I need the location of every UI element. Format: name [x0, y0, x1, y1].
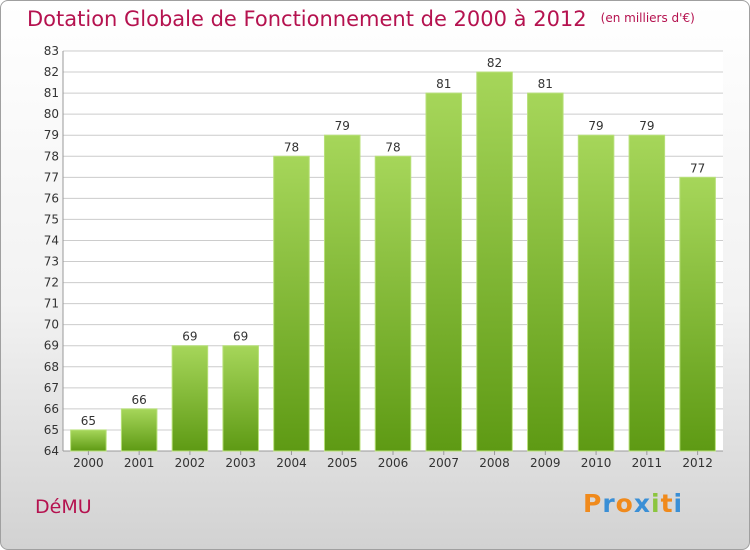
- logo-letter: t: [660, 489, 674, 518]
- logo-letter: P: [583, 489, 603, 518]
- bar: [628, 134, 666, 452]
- bar: [120, 408, 158, 452]
- y-tick-label: 67: [44, 381, 59, 395]
- x-tick-label: 2002: [175, 456, 206, 470]
- bar-value-label: 66: [132, 393, 147, 407]
- bar-value-label: 79: [639, 119, 654, 133]
- bar: [323, 134, 361, 452]
- y-tick-label: 76: [44, 191, 59, 205]
- bar-value-label: 77: [690, 161, 705, 175]
- y-tick-label: 79: [44, 128, 59, 142]
- x-tick-label: 2007: [428, 456, 459, 470]
- bar: [222, 345, 259, 452]
- x-tick-label: 2003: [225, 456, 256, 470]
- bar-value-label: 78: [284, 140, 299, 154]
- logo-letter: i: [651, 489, 661, 518]
- proxiti-logo: Proxiti: [583, 489, 683, 518]
- bar: [425, 92, 463, 452]
- bar-value-label: 69: [233, 330, 248, 344]
- y-tick-label: 83: [44, 44, 59, 58]
- y-tick-label: 78: [44, 149, 59, 163]
- y-tick-label: 73: [44, 255, 59, 269]
- bar: [273, 155, 310, 452]
- y-tick-label: 72: [44, 276, 59, 290]
- chart-unit: (en milliers d'€): [600, 11, 695, 25]
- bar-value-label: 81: [436, 77, 451, 91]
- bar: [527, 92, 564, 452]
- y-tick-label: 66: [44, 402, 59, 416]
- bar-value-label: 69: [182, 330, 197, 344]
- bar: [374, 155, 412, 452]
- y-tick-label: 64: [44, 444, 59, 458]
- commune-name: DéMU: [35, 496, 92, 518]
- bar: [476, 71, 513, 452]
- y-tick-label: 69: [44, 339, 59, 353]
- logo-letter: x: [633, 489, 651, 518]
- x-tick-label: 2004: [276, 456, 307, 470]
- x-tick-label: 2009: [530, 456, 561, 470]
- y-tick-label: 77: [44, 170, 59, 184]
- y-tick-label: 81: [44, 86, 59, 100]
- y-tick-label: 68: [44, 360, 59, 374]
- y-tick-label: 65: [44, 423, 59, 437]
- x-tick-label: 2011: [632, 456, 663, 470]
- bar-value-label: 81: [538, 77, 553, 91]
- bar-value-label: 82: [487, 56, 502, 70]
- x-tick-label: 2012: [682, 456, 713, 470]
- x-tick-label: 2006: [378, 456, 409, 470]
- y-tick-label: 70: [44, 318, 59, 332]
- x-tick-label: 2001: [124, 456, 155, 470]
- bar-value-label: 78: [385, 140, 400, 154]
- y-tick-label: 71: [44, 297, 59, 311]
- x-tick-label: 2010: [581, 456, 612, 470]
- bar: [70, 429, 107, 452]
- logo-letter: i: [673, 489, 684, 518]
- bar-value-label: 79: [588, 119, 603, 133]
- bar: [171, 345, 209, 452]
- bar: [577, 134, 615, 452]
- y-tick-label: 75: [44, 212, 59, 226]
- y-tick-label: 82: [44, 65, 59, 79]
- x-tick-label: 2008: [479, 456, 510, 470]
- bar-value-label: 79: [335, 119, 350, 133]
- chart-title: Dotation Globale de Fonctionnement de 20…: [27, 7, 695, 31]
- chart-title-text: Dotation Globale de Fonctionnement de 20…: [27, 7, 587, 31]
- y-tick-label: 80: [44, 107, 59, 121]
- y-tick-label: 74: [44, 233, 59, 247]
- bar: [679, 176, 716, 452]
- x-tick-label: 2005: [327, 456, 358, 470]
- x-tick-label: 2000: [73, 456, 104, 470]
- logo-letter: o: [615, 489, 634, 518]
- logo-letter: r: [602, 489, 616, 518]
- bar-value-label: 65: [81, 414, 96, 428]
